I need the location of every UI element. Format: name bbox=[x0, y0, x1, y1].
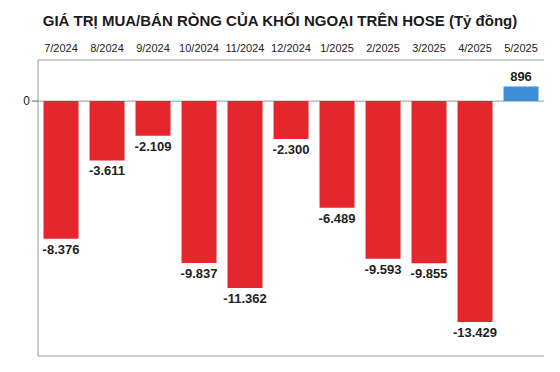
svg-text:2/2025: 2/2025 bbox=[366, 42, 400, 54]
svg-text:9/2024: 9/2024 bbox=[136, 42, 170, 54]
svg-text:3/2025: 3/2025 bbox=[412, 42, 446, 54]
svg-text:-2.300: -2.300 bbox=[273, 142, 310, 157]
svg-text:-3.611: -3.611 bbox=[89, 163, 125, 178]
svg-text:-2.109: -2.109 bbox=[135, 139, 172, 154]
svg-text:4/2025: 4/2025 bbox=[458, 42, 492, 54]
svg-text:1/2025: 1/2025 bbox=[320, 42, 354, 54]
svg-text:-11.362: -11.362 bbox=[223, 291, 266, 306]
svg-text:12/2024: 12/2024 bbox=[271, 42, 311, 54]
svg-text:-9.855: -9.855 bbox=[411, 266, 448, 281]
svg-text:8/2024: 8/2024 bbox=[90, 42, 124, 54]
svg-text:0: 0 bbox=[23, 94, 30, 108]
svg-text:-13.429: -13.429 bbox=[453, 325, 497, 340]
svg-text:-6.489: -6.489 bbox=[319, 211, 356, 226]
svg-text:-9.593: -9.593 bbox=[365, 262, 402, 277]
svg-text:11/2024: 11/2024 bbox=[226, 42, 265, 54]
svg-text:896: 896 bbox=[510, 69, 532, 84]
svg-text:10/2024: 10/2024 bbox=[179, 42, 219, 54]
html-text:GIÁ TRỊ MUA/BÁN RÒNG CỦA KHỐI: GIÁ TRỊ MUA/BÁN RÒNG CỦA KHỐI NGOẠI TRÊN… bbox=[42, 12, 518, 29]
svg-text:5/2025: 5/2025 bbox=[504, 42, 538, 54]
svg-text:-8.376: -8.376 bbox=[43, 242, 80, 257]
svg-text:7/2024: 7/2024 bbox=[44, 42, 78, 54]
svg-text:-9.837: -9.837 bbox=[181, 266, 218, 281]
